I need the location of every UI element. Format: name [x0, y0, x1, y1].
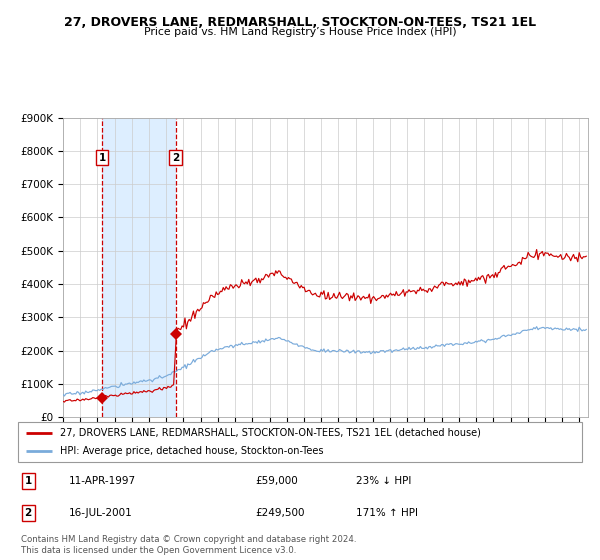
Text: Contains HM Land Registry data © Crown copyright and database right 2024.
This d: Contains HM Land Registry data © Crown c… — [21, 535, 356, 555]
Text: Price paid vs. HM Land Registry’s House Price Index (HPI): Price paid vs. HM Land Registry’s House … — [143, 27, 457, 37]
Text: HPI: Average price, detached house, Stockton-on-Tees: HPI: Average price, detached house, Stoc… — [60, 446, 324, 456]
Text: 1: 1 — [98, 152, 106, 162]
Text: 1: 1 — [25, 476, 32, 486]
Text: 27, DROVERS LANE, REDMARSHALL, STOCKTON-ON-TEES, TS21 1EL: 27, DROVERS LANE, REDMARSHALL, STOCKTON-… — [64, 16, 536, 29]
Text: 23% ↓ HPI: 23% ↓ HPI — [356, 476, 412, 486]
Text: £249,500: £249,500 — [255, 507, 304, 517]
Text: 27, DROVERS LANE, REDMARSHALL, STOCKTON-ON-TEES, TS21 1EL (detached house): 27, DROVERS LANE, REDMARSHALL, STOCKTON-… — [60, 428, 481, 437]
Text: 2: 2 — [25, 507, 32, 517]
Text: 2: 2 — [172, 152, 179, 162]
Text: £59,000: £59,000 — [255, 476, 298, 486]
Text: 171% ↑ HPI: 171% ↑ HPI — [356, 507, 418, 517]
Text: 11-APR-1997: 11-APR-1997 — [69, 476, 136, 486]
Text: 16-JUL-2001: 16-JUL-2001 — [69, 507, 133, 517]
Bar — [102, 118, 176, 417]
